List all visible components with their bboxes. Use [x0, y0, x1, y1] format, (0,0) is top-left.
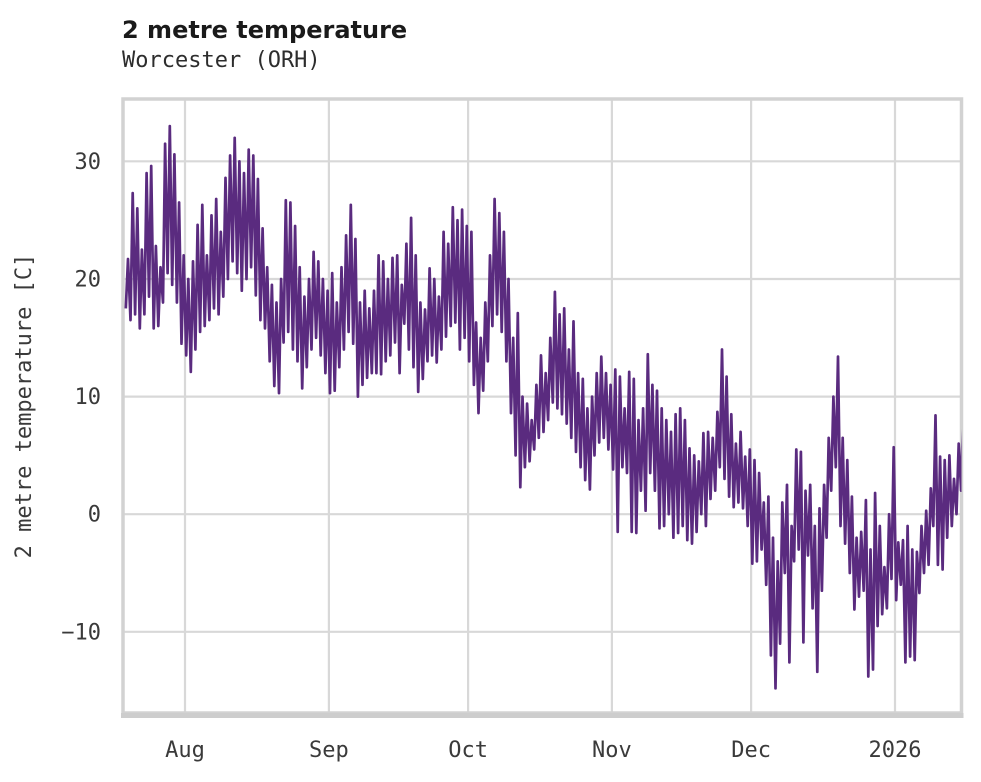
x-tick-label: Sep: [309, 738, 349, 763]
y-tick-label: −10: [61, 620, 101, 645]
chart-subtitle: Worcester (ORH): [122, 48, 321, 73]
temperature-line: [124, 124, 962, 690]
x-tick-label: Aug: [165, 738, 205, 763]
x-tick-label: Oct: [448, 738, 488, 763]
x-tick-label: 2026: [869, 738, 922, 763]
chart-header: 2 metre temperature Worcester (ORH): [122, 15, 407, 76]
x-tick-label: Nov: [592, 738, 632, 763]
y-tick-label: 0: [88, 503, 101, 528]
y-tick-label: 20: [75, 268, 102, 293]
y-tick-label: 30: [75, 150, 102, 175]
x-tick-label: Dec: [731, 738, 771, 763]
y-tick-label: 10: [75, 385, 102, 410]
chart-title: 2 metre temperature: [122, 16, 408, 44]
y-axis-label: 2 metre temperature [C]: [12, 254, 37, 559]
